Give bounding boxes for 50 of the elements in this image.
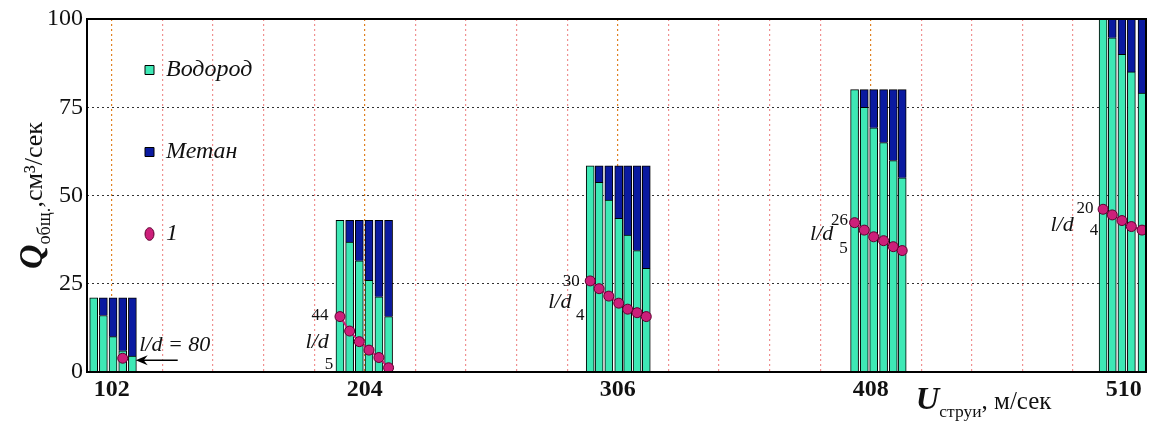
- y-tick-label: 25: [59, 269, 83, 296]
- y-tick-label: 75: [59, 92, 83, 119]
- point: [887, 241, 899, 253]
- annotation: 44: [311, 305, 329, 325]
- point: [878, 235, 890, 247]
- legend-label: Водород: [166, 55, 253, 82]
- point: [344, 325, 356, 337]
- point: [1125, 221, 1137, 233]
- point: [373, 352, 385, 364]
- point: [584, 275, 596, 287]
- annotation: 20: [1076, 197, 1094, 217]
- y-axis-title: Qобщ.,см³/сек: [12, 121, 54, 269]
- point: [1136, 224, 1146, 236]
- annotation: l/d: [1050, 210, 1075, 236]
- y-tick-label: 50: [59, 180, 83, 207]
- point: [868, 231, 880, 243]
- x-tick-label: 408: [852, 374, 889, 401]
- point: [1097, 203, 1109, 215]
- annotation: 4: [1089, 219, 1099, 239]
- point: [353, 336, 365, 348]
- point: [622, 303, 634, 315]
- point: [849, 217, 861, 229]
- annotation: l/d: [305, 327, 330, 353]
- point: [631, 307, 643, 319]
- point: [383, 362, 395, 372]
- point: [1116, 215, 1128, 227]
- legend-label: Метан: [165, 137, 238, 164]
- point: [613, 297, 625, 309]
- point: [640, 311, 652, 323]
- point: [896, 245, 908, 257]
- y-tick-label: 0: [71, 357, 83, 384]
- annotation: 5: [324, 354, 334, 374]
- y-tick-label: 100: [47, 4, 83, 31]
- point: [1106, 209, 1118, 221]
- annotation: 5: [839, 238, 848, 258]
- point: [603, 290, 615, 302]
- x-tick-label: 510: [1105, 374, 1142, 401]
- x-tick-label: 204: [346, 374, 383, 401]
- point: [363, 344, 375, 356]
- point: [593, 283, 605, 295]
- point: [858, 224, 870, 236]
- point: [334, 311, 346, 323]
- annotation: 30: [562, 271, 580, 291]
- x-tick-label: 306: [599, 374, 636, 401]
- annotation: l/d = 80: [139, 331, 211, 357]
- annotation: 4: [575, 305, 585, 325]
- legend-label: 1: [166, 219, 178, 246]
- annotation: l/d: [548, 288, 573, 314]
- x-tick-label: 102: [93, 374, 130, 401]
- point: [117, 352, 129, 364]
